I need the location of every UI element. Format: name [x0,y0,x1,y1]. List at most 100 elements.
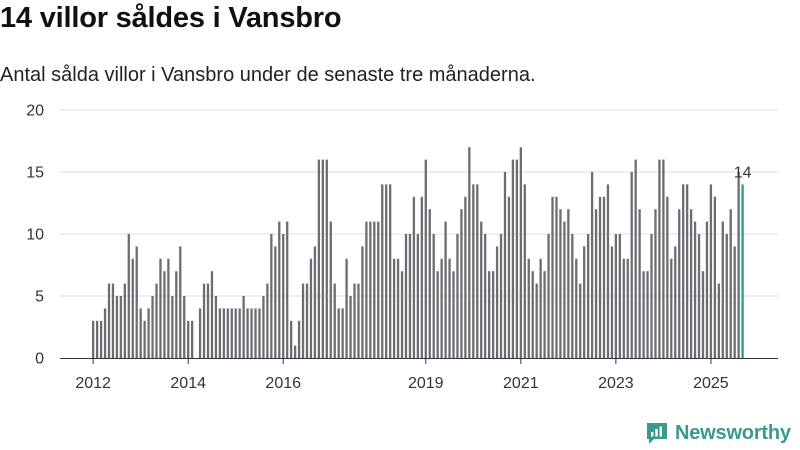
x-tick-label: 2023 [598,375,634,392]
bar [396,258,400,358]
bar [301,283,305,358]
bar [389,184,392,358]
bar [737,172,740,358]
bar [179,246,182,358]
bar [689,209,693,358]
bar [594,209,598,358]
bar [317,159,321,358]
bar [424,159,427,358]
bar [349,296,352,358]
bar [448,258,451,358]
bar-highlight [741,184,744,358]
bar [480,221,483,358]
bar [436,271,439,358]
bar [428,209,431,358]
bar [385,184,388,358]
bar [650,234,653,358]
bar [571,234,574,358]
bar [503,172,507,358]
bar [523,184,526,358]
bar [143,320,146,358]
bar [725,234,728,358]
bar [721,221,724,358]
bar [729,209,732,358]
bar [440,258,443,358]
bar [626,258,629,358]
bar [159,258,162,358]
x-tick-label: 2025 [693,375,729,392]
page-title: 14 villor såldes i Vansbro [0,2,342,34]
bars [92,147,744,358]
newsworthy-logo: Newsworthy [645,419,791,447]
bar [547,234,550,358]
bar [634,159,637,358]
bar [472,184,475,358]
y-tick-label: 15 [26,165,44,182]
bar [341,308,344,358]
bar [701,271,705,358]
bar [103,308,107,358]
bar [484,234,487,358]
bar [127,234,130,358]
bar [543,271,546,358]
bar [602,196,606,358]
bar [191,320,194,358]
bar [670,258,673,358]
bar [555,196,558,358]
bar [686,184,689,358]
bar [408,234,412,358]
bar [392,258,396,358]
bar [610,246,614,358]
bar [468,147,471,358]
bar [658,159,661,358]
bar [111,283,115,358]
bar [357,283,360,358]
bar [646,271,649,358]
bar [167,258,170,358]
bar [563,221,566,358]
y-tick-label: 10 [26,227,44,244]
bar [420,196,423,358]
bar [598,196,602,358]
bar [515,159,519,358]
bar [242,296,245,358]
bar [373,221,376,358]
bar [527,258,530,358]
bar [147,308,150,358]
data-label-latest: 14 [734,164,752,181]
bar [575,258,578,358]
page-subtitle: Antal sålda villor i Vansbro under de se… [0,64,536,86]
bar [123,283,126,358]
bar [119,296,123,358]
bar [353,283,356,358]
y-tick-label: 20 [26,103,44,120]
bar [499,234,503,358]
bar [590,172,594,358]
bar [476,184,479,358]
bar [293,345,297,358]
bar [155,283,158,358]
x-tick-label: 2014 [170,375,206,392]
bar [92,320,95,358]
bar [238,308,241,358]
bar [282,234,285,358]
bar [230,308,233,358]
bar [531,271,534,358]
bar [365,221,368,358]
bar [622,258,625,358]
newsworthy-icon [647,423,667,444]
bar [733,246,736,358]
x-tick-label: 2019 [408,375,444,392]
bar [535,283,538,358]
bar [662,159,665,358]
bar [400,271,404,358]
bar [222,308,225,358]
bar [456,234,459,358]
bar [278,221,281,358]
bar [95,320,99,358]
bar [507,196,511,358]
bar [377,221,380,358]
bar [444,221,447,358]
bar [135,246,138,358]
